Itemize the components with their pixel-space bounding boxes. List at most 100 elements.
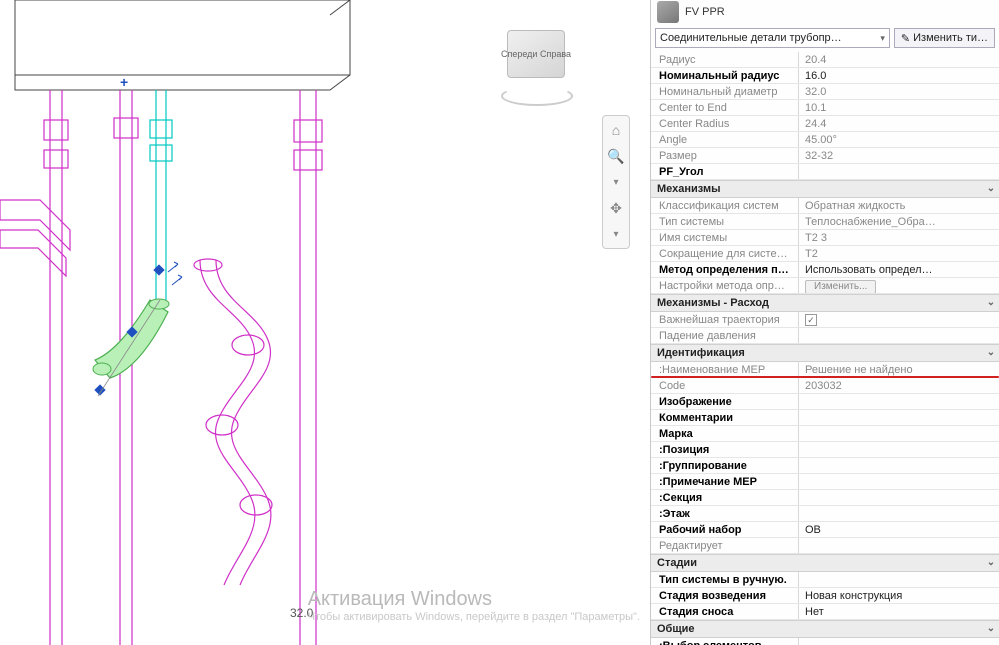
property-value[interactable] (799, 474, 999, 489)
property-row[interactable]: :Группирование (651, 458, 999, 474)
property-row[interactable]: Комментарии (651, 410, 999, 426)
property-value[interactable]: 32-32 (799, 148, 999, 163)
property-label: Center Radius (651, 116, 799, 131)
property-row[interactable]: Стадия возведенияНовая конструкция (651, 588, 999, 604)
collapse-icon[interactable]: ⌄ (983, 620, 999, 638)
property-row[interactable]: Радиус20.4 (651, 52, 999, 68)
property-value[interactable] (799, 638, 999, 645)
property-value[interactable]: Теплоснабжение_Обра… (799, 214, 999, 229)
properties-grid[interactable]: Радиус20.4Номинальный радиус16.0Номиналь… (651, 52, 999, 645)
property-row[interactable]: Center to End10.1 (651, 100, 999, 116)
property-value[interactable] (799, 394, 999, 409)
property-value[interactable]: T2 (799, 246, 999, 261)
property-label: :Группирование (651, 458, 799, 473)
group-header[interactable]: Механизмы - Расход⌄ (651, 294, 999, 312)
property-label: :Примечание MEP (651, 474, 799, 489)
property-row[interactable]: Тип системыТеплоснабжение_Обра… (651, 214, 999, 230)
property-value[interactable] (799, 506, 999, 521)
property-row[interactable]: :Выбор элементов (651, 638, 999, 645)
collapse-icon[interactable]: ⌄ (983, 180, 999, 198)
family-thumbnail (657, 1, 679, 23)
property-label: :Этаж (651, 506, 799, 521)
property-value[interactable]: ОВ (799, 522, 999, 537)
property-value[interactable]: 24.4 (799, 116, 999, 131)
property-row[interactable]: Изображение (651, 394, 999, 410)
property-row[interactable]: Падение давления (651, 328, 999, 344)
collapse-icon[interactable]: ⌄ (983, 344, 999, 362)
property-row[interactable]: PF_Угол (651, 164, 999, 180)
edit-type-button[interactable]: ✎ Изменить ти… (894, 28, 995, 48)
property-value[interactable] (799, 442, 999, 457)
property-row[interactable]: :Секция (651, 490, 999, 506)
property-row[interactable]: Классификация системОбратная жидкость (651, 198, 999, 214)
property-value[interactable]: 32.0 (799, 84, 999, 99)
property-row[interactable]: Рабочий наборОВ (651, 522, 999, 538)
edit-type-icon: ✎ (901, 32, 910, 45)
property-label: Номинальный радиус (651, 68, 799, 83)
property-value[interactable] (799, 164, 999, 179)
property-row[interactable]: Code203032 (651, 378, 999, 394)
property-row[interactable]: Метод определения п…Использовать определ… (651, 262, 999, 278)
checkbox[interactable]: ✓ (805, 314, 817, 326)
collapse-icon[interactable]: ⌄ (983, 554, 999, 572)
property-label: Комментарии (651, 410, 799, 425)
property-value[interactable]: 10.1 (799, 100, 999, 115)
property-value[interactable]: 16.0 (799, 68, 999, 83)
property-value[interactable]: Обратная жидкость (799, 198, 999, 213)
property-value[interactable] (799, 572, 999, 587)
property-row[interactable]: Редактирует (651, 538, 999, 554)
property-value[interactable] (799, 410, 999, 425)
property-row[interactable]: Angle45.00° (651, 132, 999, 148)
property-value[interactable]: Использовать определ… (799, 262, 999, 277)
group-header[interactable]: Механизмы⌄ (651, 180, 999, 198)
property-row[interactable]: Center Radius24.4 (651, 116, 999, 132)
nav-more-icon[interactable]: ▾ (606, 224, 626, 244)
property-label: Классификация систем (651, 198, 799, 213)
property-label: :Позиция (651, 442, 799, 457)
property-value[interactable]: Нет (799, 604, 999, 619)
property-row[interactable]: Важнейшая траектория✓ (651, 312, 999, 328)
group-header[interactable]: Идентификация⌄ (651, 344, 999, 362)
property-label: Сокращение для систе… (651, 246, 799, 261)
property-value[interactable]: T2 3 (799, 230, 999, 245)
property-value[interactable]: Новая конструкция (799, 588, 999, 603)
property-value[interactable] (799, 426, 999, 441)
type-selector[interactable]: Соединительные детали трубопр…▾ (655, 28, 890, 48)
property-row[interactable]: Настройки метода опр…Изменить... (651, 278, 999, 294)
group-header[interactable]: Стадии⌄ (651, 554, 999, 572)
property-row[interactable]: :Наименование MEPРешение не найдено (651, 362, 999, 378)
nav-home-icon[interactable]: ⌂ (606, 120, 626, 140)
property-value[interactable] (799, 490, 999, 505)
property-value[interactable]: Изменить... (799, 278, 999, 293)
nav-pan-icon[interactable]: ✥ (606, 198, 626, 218)
property-value[interactable]: Решение не найдено (799, 362, 999, 377)
property-row[interactable]: Тип системы в ручную. (651, 572, 999, 588)
property-row[interactable]: :Примечание MEP (651, 474, 999, 490)
group-header[interactable]: Общие⌄ (651, 620, 999, 638)
nav-zoom-icon[interactable]: 🔍 (606, 146, 626, 166)
property-row[interactable]: :Этаж (651, 506, 999, 522)
model-viewport[interactable]: + 32.0 Спереди Справа ⌂ 🔍 ▾ ✥ ▾ Активаци… (0, 0, 650, 645)
property-value[interactable] (799, 538, 999, 553)
chevron-down-icon: ▾ (880, 33, 885, 44)
property-row[interactable]: :Позиция (651, 442, 999, 458)
collapse-icon[interactable]: ⌄ (983, 294, 999, 312)
property-label: Имя системы (651, 230, 799, 245)
nav-chevron-icon[interactable]: ▾ (606, 172, 626, 192)
property-value[interactable] (799, 458, 999, 473)
property-label: :Наименование MEP (651, 362, 799, 377)
property-value[interactable]: 20.4 (799, 52, 999, 67)
property-value[interactable]: 45.00° (799, 132, 999, 147)
property-row[interactable]: Номинальный диаметр32.0 (651, 84, 999, 100)
property-value[interactable]: 203032 (799, 378, 999, 393)
property-value[interactable]: ✓ (799, 312, 999, 327)
property-row[interactable]: Размер32-32 (651, 148, 999, 164)
property-value[interactable] (799, 328, 999, 343)
edit-button[interactable]: Изменить... (805, 280, 876, 293)
property-row[interactable]: Стадия сносаНет (651, 604, 999, 620)
property-row[interactable]: Сокращение для систе…T2 (651, 246, 999, 262)
viewcube[interactable]: Спереди Справа (507, 30, 575, 98)
property-row[interactable]: Номинальный радиус16.0 (651, 68, 999, 84)
property-row[interactable]: Марка (651, 426, 999, 442)
property-row[interactable]: Имя системыT2 3 (651, 230, 999, 246)
